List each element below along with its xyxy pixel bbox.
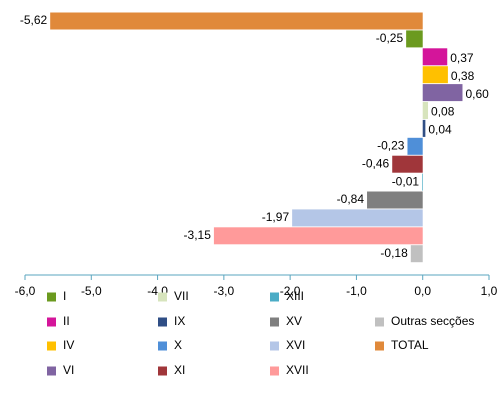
legend-swatch xyxy=(47,317,56,327)
value-label: -0,25 xyxy=(376,31,404,45)
bar xyxy=(410,245,423,263)
value-label: -0,18 xyxy=(380,246,408,260)
legend-swatch xyxy=(375,317,384,327)
legend-label: XVI xyxy=(286,338,305,352)
legend-label: Outras secções xyxy=(391,314,474,328)
value-label: -0,46 xyxy=(362,156,390,170)
value-label: 0,38 xyxy=(451,69,475,83)
bar xyxy=(422,66,448,84)
bar xyxy=(422,84,463,102)
legend-label: XV xyxy=(286,314,302,328)
x-tick-label: -1,0 xyxy=(346,284,367,298)
x-tick-label: -3,0 xyxy=(214,284,235,298)
legend-swatch xyxy=(158,317,167,327)
legend-swatch xyxy=(270,317,279,327)
value-label: 0,37 xyxy=(450,51,474,65)
x-tick-label: 1,0 xyxy=(481,284,498,298)
legend-label: XVII xyxy=(286,363,309,377)
bar xyxy=(422,102,429,119)
bar xyxy=(392,155,423,173)
legend-swatch xyxy=(47,341,56,351)
legend-swatch xyxy=(270,341,279,351)
bar xyxy=(422,173,423,191)
bar xyxy=(50,12,423,30)
x-tick-label: 0,0 xyxy=(414,284,431,298)
x-tick-label: -2,0 xyxy=(280,284,301,298)
legend-label: XI xyxy=(174,363,185,377)
legend-label: XIII xyxy=(286,289,304,303)
bar xyxy=(422,119,426,137)
bar xyxy=(407,137,423,155)
value-label: 0,08 xyxy=(431,105,455,119)
legend-swatch xyxy=(47,292,56,302)
x-tick-label: -5,0 xyxy=(81,284,102,298)
value-label: -1,97 xyxy=(262,210,290,224)
legend-swatch xyxy=(47,366,56,376)
value-label: -0,01 xyxy=(392,174,420,188)
legend-swatch xyxy=(270,292,279,302)
legend-label: VI xyxy=(63,363,74,377)
legend-label: II xyxy=(63,314,70,328)
x-tick-label: -6,0 xyxy=(15,284,36,298)
legend-swatch xyxy=(158,366,167,376)
value-label: -0,84 xyxy=(337,192,365,206)
bar xyxy=(292,209,423,227)
legend-swatch xyxy=(158,292,167,302)
legend-label: IX xyxy=(174,314,185,328)
legend-swatch xyxy=(270,366,279,376)
value-label: -0,23 xyxy=(377,138,405,152)
legend-label: IV xyxy=(63,338,74,352)
value-label: 0,04 xyxy=(428,123,452,137)
value-label: 0,60 xyxy=(465,87,489,101)
legend-label: I xyxy=(63,289,66,303)
bar xyxy=(367,191,423,209)
legend-swatch xyxy=(375,341,384,351)
legend-label: VII xyxy=(174,289,189,303)
bar xyxy=(213,227,423,245)
bar xyxy=(422,48,448,66)
legend-label: X xyxy=(174,338,182,352)
legend-label: TOTAL xyxy=(391,338,429,352)
value-label: -3,15 xyxy=(184,228,212,242)
bar xyxy=(406,30,423,48)
legend-swatch xyxy=(158,341,167,351)
value-label: -5,62 xyxy=(20,13,48,27)
